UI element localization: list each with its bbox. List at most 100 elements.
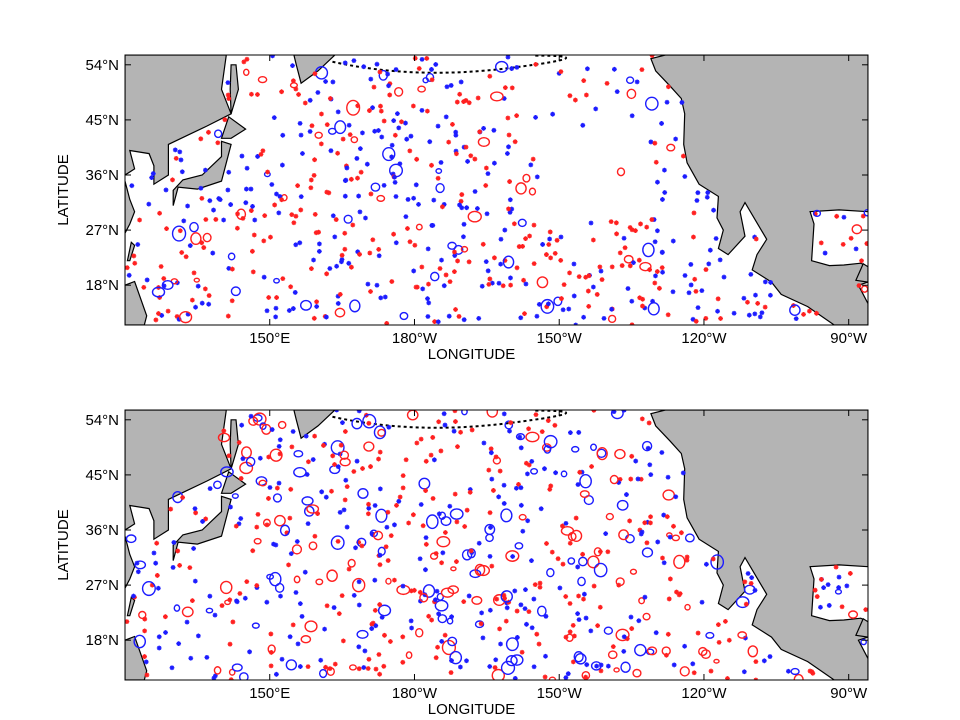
eddy-marker: [648, 472, 654, 478]
eddy-marker: [355, 175, 360, 181]
eddy-contour: [171, 225, 187, 242]
eddy-contour: [530, 467, 539, 475]
eddy-marker: [489, 476, 495, 482]
eddy-contour: [467, 210, 482, 223]
eddy-marker: [441, 411, 447, 417]
eddy-marker: [369, 626, 375, 631]
eddy-marker: [316, 249, 322, 254]
eddy-marker: [229, 266, 235, 272]
eddy-contour: [362, 413, 377, 429]
eddy-marker: [318, 141, 324, 147]
eddy-marker: [394, 502, 399, 508]
eddy-marker: [356, 579, 362, 585]
eddy-marker: [215, 140, 221, 146]
eddy-marker: [321, 443, 326, 448]
eddy-contour: [241, 446, 252, 459]
eddy-marker: [452, 491, 458, 497]
eddy-contour: [518, 513, 527, 521]
eddy-marker: [593, 106, 599, 112]
eddy-marker: [489, 280, 495, 286]
eddy-marker: [226, 96, 232, 101]
eddy-contour: [510, 654, 524, 666]
eddy-marker: [298, 207, 304, 213]
eddy-marker: [518, 445, 524, 451]
eddy-marker: [384, 524, 390, 530]
eddy-marker: [742, 579, 748, 585]
eddy-marker: [381, 182, 387, 188]
eddy-marker: [512, 676, 518, 680]
eddy-marker: [834, 213, 840, 219]
eddy-marker: [614, 231, 619, 237]
eddy-marker: [520, 243, 525, 249]
eddy-marker: [673, 494, 679, 500]
eddy-contour: [370, 182, 381, 192]
eddy-marker: [501, 592, 507, 598]
eddy-marker: [290, 306, 296, 311]
eddy-contour: [500, 660, 516, 676]
eddy-marker: [413, 284, 419, 290]
eddy-marker: [570, 659, 576, 665]
eddy-contour: [334, 307, 346, 318]
eddy-marker: [249, 91, 254, 97]
eddy-marker: [665, 474, 671, 480]
eddy-marker: [667, 534, 673, 540]
eddy-marker: [405, 226, 410, 231]
eddy-marker: [422, 592, 428, 598]
eddy-marker: [346, 260, 352, 266]
eddy-contour: [477, 137, 491, 148]
eddy-marker: [404, 136, 410, 142]
eddy-marker: [436, 611, 441, 617]
eddy-marker: [284, 530, 290, 536]
eddy-marker: [818, 604, 823, 610]
eddy-marker: [493, 657, 499, 663]
eddy-marker: [543, 653, 548, 659]
y-tick-label: 54°N: [85, 57, 119, 74]
eddy-marker: [762, 304, 768, 310]
eddy-marker: [633, 228, 638, 234]
eddy-marker: [660, 555, 665, 561]
eddy-marker: [601, 315, 607, 321]
eddy-contour: [570, 529, 583, 542]
eddy-marker: [752, 311, 758, 317]
eddy-marker: [573, 515, 579, 521]
eddy-marker: [323, 314, 329, 320]
eddy-marker: [507, 197, 513, 203]
eddy-marker: [426, 281, 431, 287]
eddy-marker: [206, 129, 211, 135]
eddy-contour: [705, 631, 715, 639]
eddy-marker: [407, 148, 413, 154]
eddy-marker: [276, 443, 282, 449]
eddy-contour: [590, 443, 598, 452]
eddy-marker: [448, 670, 454, 675]
eddy-marker: [242, 595, 248, 601]
eddy-marker: [324, 603, 330, 609]
eddy-marker: [465, 159, 470, 164]
eddy-marker: [768, 280, 774, 285]
eddy-marker: [542, 674, 548, 680]
eddy-marker: [279, 197, 285, 203]
eddy-marker: [447, 279, 453, 285]
eddy-contour: [437, 614, 448, 624]
eddy-contour: [666, 143, 676, 152]
eddy-contour: [190, 232, 202, 246]
eddy-marker: [841, 214, 847, 220]
eddy-contour: [698, 646, 708, 657]
map-frame: [124, 409, 869, 681]
eddy-marker: [583, 615, 589, 621]
eddy-marker: [586, 303, 592, 309]
eddy-marker: [440, 204, 445, 210]
eddy-marker: [627, 518, 633, 524]
eddy-contour: [471, 595, 483, 605]
eddy-marker: [371, 84, 377, 90]
eddy-contour: [227, 252, 236, 261]
eddy-marker: [611, 66, 617, 72]
eddy-marker: [586, 273, 592, 279]
eddy-marker: [438, 160, 444, 165]
eddy-marker: [368, 464, 373, 469]
eddy-marker: [523, 460, 529, 466]
eddy-marker: [365, 511, 371, 517]
eddy-marker: [509, 85, 515, 91]
eddy-marker: [665, 631, 671, 637]
eddy-marker: [588, 628, 594, 634]
eddy-marker: [655, 539, 661, 545]
